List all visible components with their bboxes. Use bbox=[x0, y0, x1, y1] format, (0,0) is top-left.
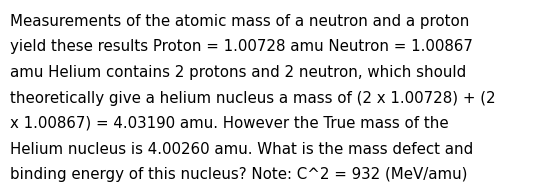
Text: Helium nucleus is 4.00260 amu. What is the mass defect and: Helium nucleus is 4.00260 amu. What is t… bbox=[10, 142, 473, 156]
Text: theoretically give a helium nucleus a mass of (2 x 1.00728) + (2: theoretically give a helium nucleus a ma… bbox=[10, 90, 496, 105]
Text: amu Helium contains 2 protons and 2 neutron, which should: amu Helium contains 2 protons and 2 neut… bbox=[10, 65, 466, 80]
Text: yield these results Proton = 1.00728 amu Neutron = 1.00867: yield these results Proton = 1.00728 amu… bbox=[10, 39, 473, 55]
Text: x 1.00867) = 4.03190 amu. However the True mass of the: x 1.00867) = 4.03190 amu. However the Tr… bbox=[10, 116, 449, 131]
Text: binding energy of this nucleus? Note: C^2 = 932 (MeV/amu): binding energy of this nucleus? Note: C^… bbox=[10, 167, 468, 182]
Text: Measurements of the atomic mass of a neutron and a proton: Measurements of the atomic mass of a neu… bbox=[10, 14, 469, 29]
